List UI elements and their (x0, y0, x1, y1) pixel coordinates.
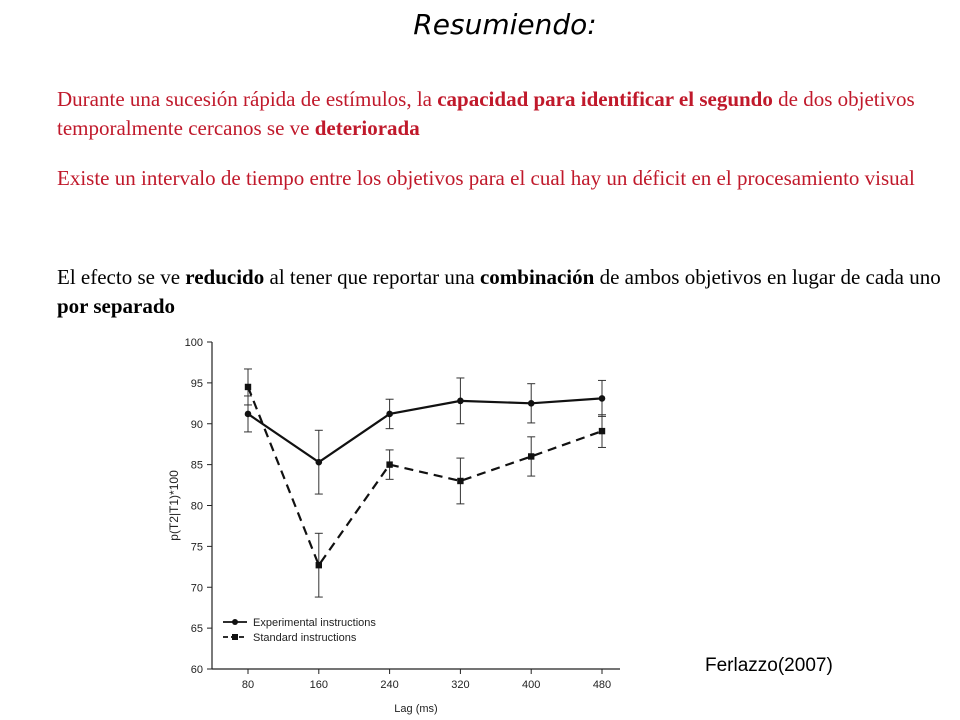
data-point-square (457, 477, 464, 485)
p3-bold-3: por separado (57, 294, 176, 318)
citation: Ferlazzo(2007) (705, 655, 833, 676)
series-line-2 (246, 386, 603, 568)
data-point-circle (315, 458, 323, 466)
legend-marker-circle (232, 619, 238, 625)
p3-text-3: de ambos objetivos en lugar de cada uno (594, 265, 941, 289)
p3-text-2: al tener que reportar una (264, 265, 480, 289)
x-tick-label: 160 (310, 679, 328, 691)
data-point-circle (386, 410, 393, 418)
data-point-square (528, 453, 535, 460)
x-tick-label: 320 (451, 679, 469, 691)
data-point-circle (457, 397, 464, 405)
y-tick-label: 90 (191, 419, 203, 431)
data-point-square (598, 427, 606, 435)
summary-point-2: Existe un intervalo de tiempo entre los … (57, 166, 915, 190)
x-tick-label: 480 (593, 679, 611, 691)
x-tick-label: 80 (242, 679, 254, 691)
x-axis-label: Lag (ms) (394, 703, 437, 715)
slide-title: Resumiendo: (413, 8, 597, 41)
p1-text-2: de dos objetivos temporalmente cercanos … (57, 87, 915, 140)
summary-point-1: Durante una sucesión rápida de estímulos… (57, 85, 957, 143)
y-tick-label: 85 (191, 460, 203, 472)
y-tick-label: 80 (191, 501, 203, 513)
summary-point-3: El efecto se ve reducido al tener que re… (57, 263, 957, 321)
p1-bold-2: deteriorada (314, 116, 420, 140)
x-tick-label: 240 (380, 679, 398, 691)
legend-label: Standard instructions (253, 632, 357, 644)
p1-bold-1: capacidad para identificar el segundo (437, 87, 773, 111)
y-axis-label: p(T2|T1)*100 (167, 470, 181, 541)
legend-label: Experimental instructions (253, 617, 376, 629)
p3-bold-1: reducido (185, 265, 265, 289)
data-point-circle (527, 400, 535, 407)
data-point-square (386, 461, 393, 468)
data-point-square (315, 561, 322, 569)
y-tick-label: 75 (191, 541, 203, 553)
y-tick-label: 95 (191, 378, 203, 390)
data-point-circle (598, 395, 606, 402)
p1-text-1: Durante una sucesión rápida de estímulos… (57, 87, 438, 111)
x-tick-label: 400 (522, 679, 540, 691)
y-tick-label: 70 (191, 582, 203, 594)
p3-text-1: El efecto se ve (57, 265, 186, 289)
data-point-circle (244, 410, 252, 418)
legend-marker-square (232, 634, 238, 640)
data-point-square (244, 383, 252, 391)
series-line-1 (247, 397, 603, 464)
p3-bold-2: combinación (479, 265, 595, 289)
y-tick-label: 60 (191, 664, 203, 676)
y-tick-label: 100 (185, 337, 203, 349)
lag-accuracy-chart: 60 65 70 75 80 85 90 95 100 80 160 240 320 400 480 Lag … (167, 337, 620, 715)
y-tick-label: 65 (191, 623, 203, 635)
